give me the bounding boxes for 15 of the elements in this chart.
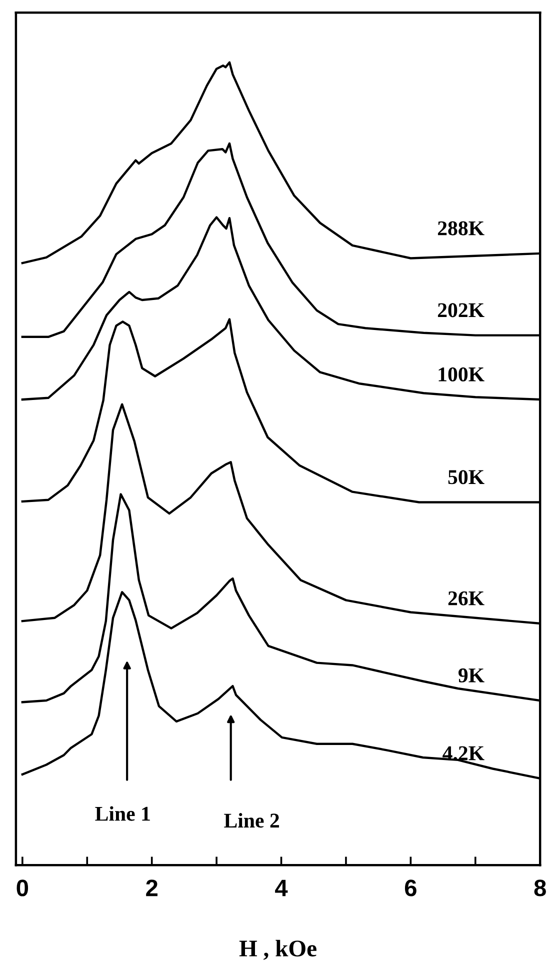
series-label: 26K bbox=[448, 591, 484, 606]
x-tick-label: 8 bbox=[534, 880, 546, 896]
series-label: 4.2K bbox=[442, 746, 484, 760]
x-tick-label: 6 bbox=[404, 880, 416, 896]
x-axis-title: H , kOe bbox=[239, 940, 316, 960]
series-label: 288K bbox=[438, 221, 484, 236]
x-tick-label: 2 bbox=[146, 880, 158, 896]
x-tick-label: 4 bbox=[275, 880, 288, 896]
series-label: 50K bbox=[448, 470, 484, 484]
series-label: 202K bbox=[438, 303, 484, 318]
annotation: Line 2 bbox=[224, 813, 279, 828]
series-label: 100K bbox=[438, 367, 484, 382]
annotation: Line 1 bbox=[95, 806, 150, 821]
x-tick-label: 0 bbox=[16, 880, 28, 896]
series-label: 9K bbox=[458, 668, 484, 682]
